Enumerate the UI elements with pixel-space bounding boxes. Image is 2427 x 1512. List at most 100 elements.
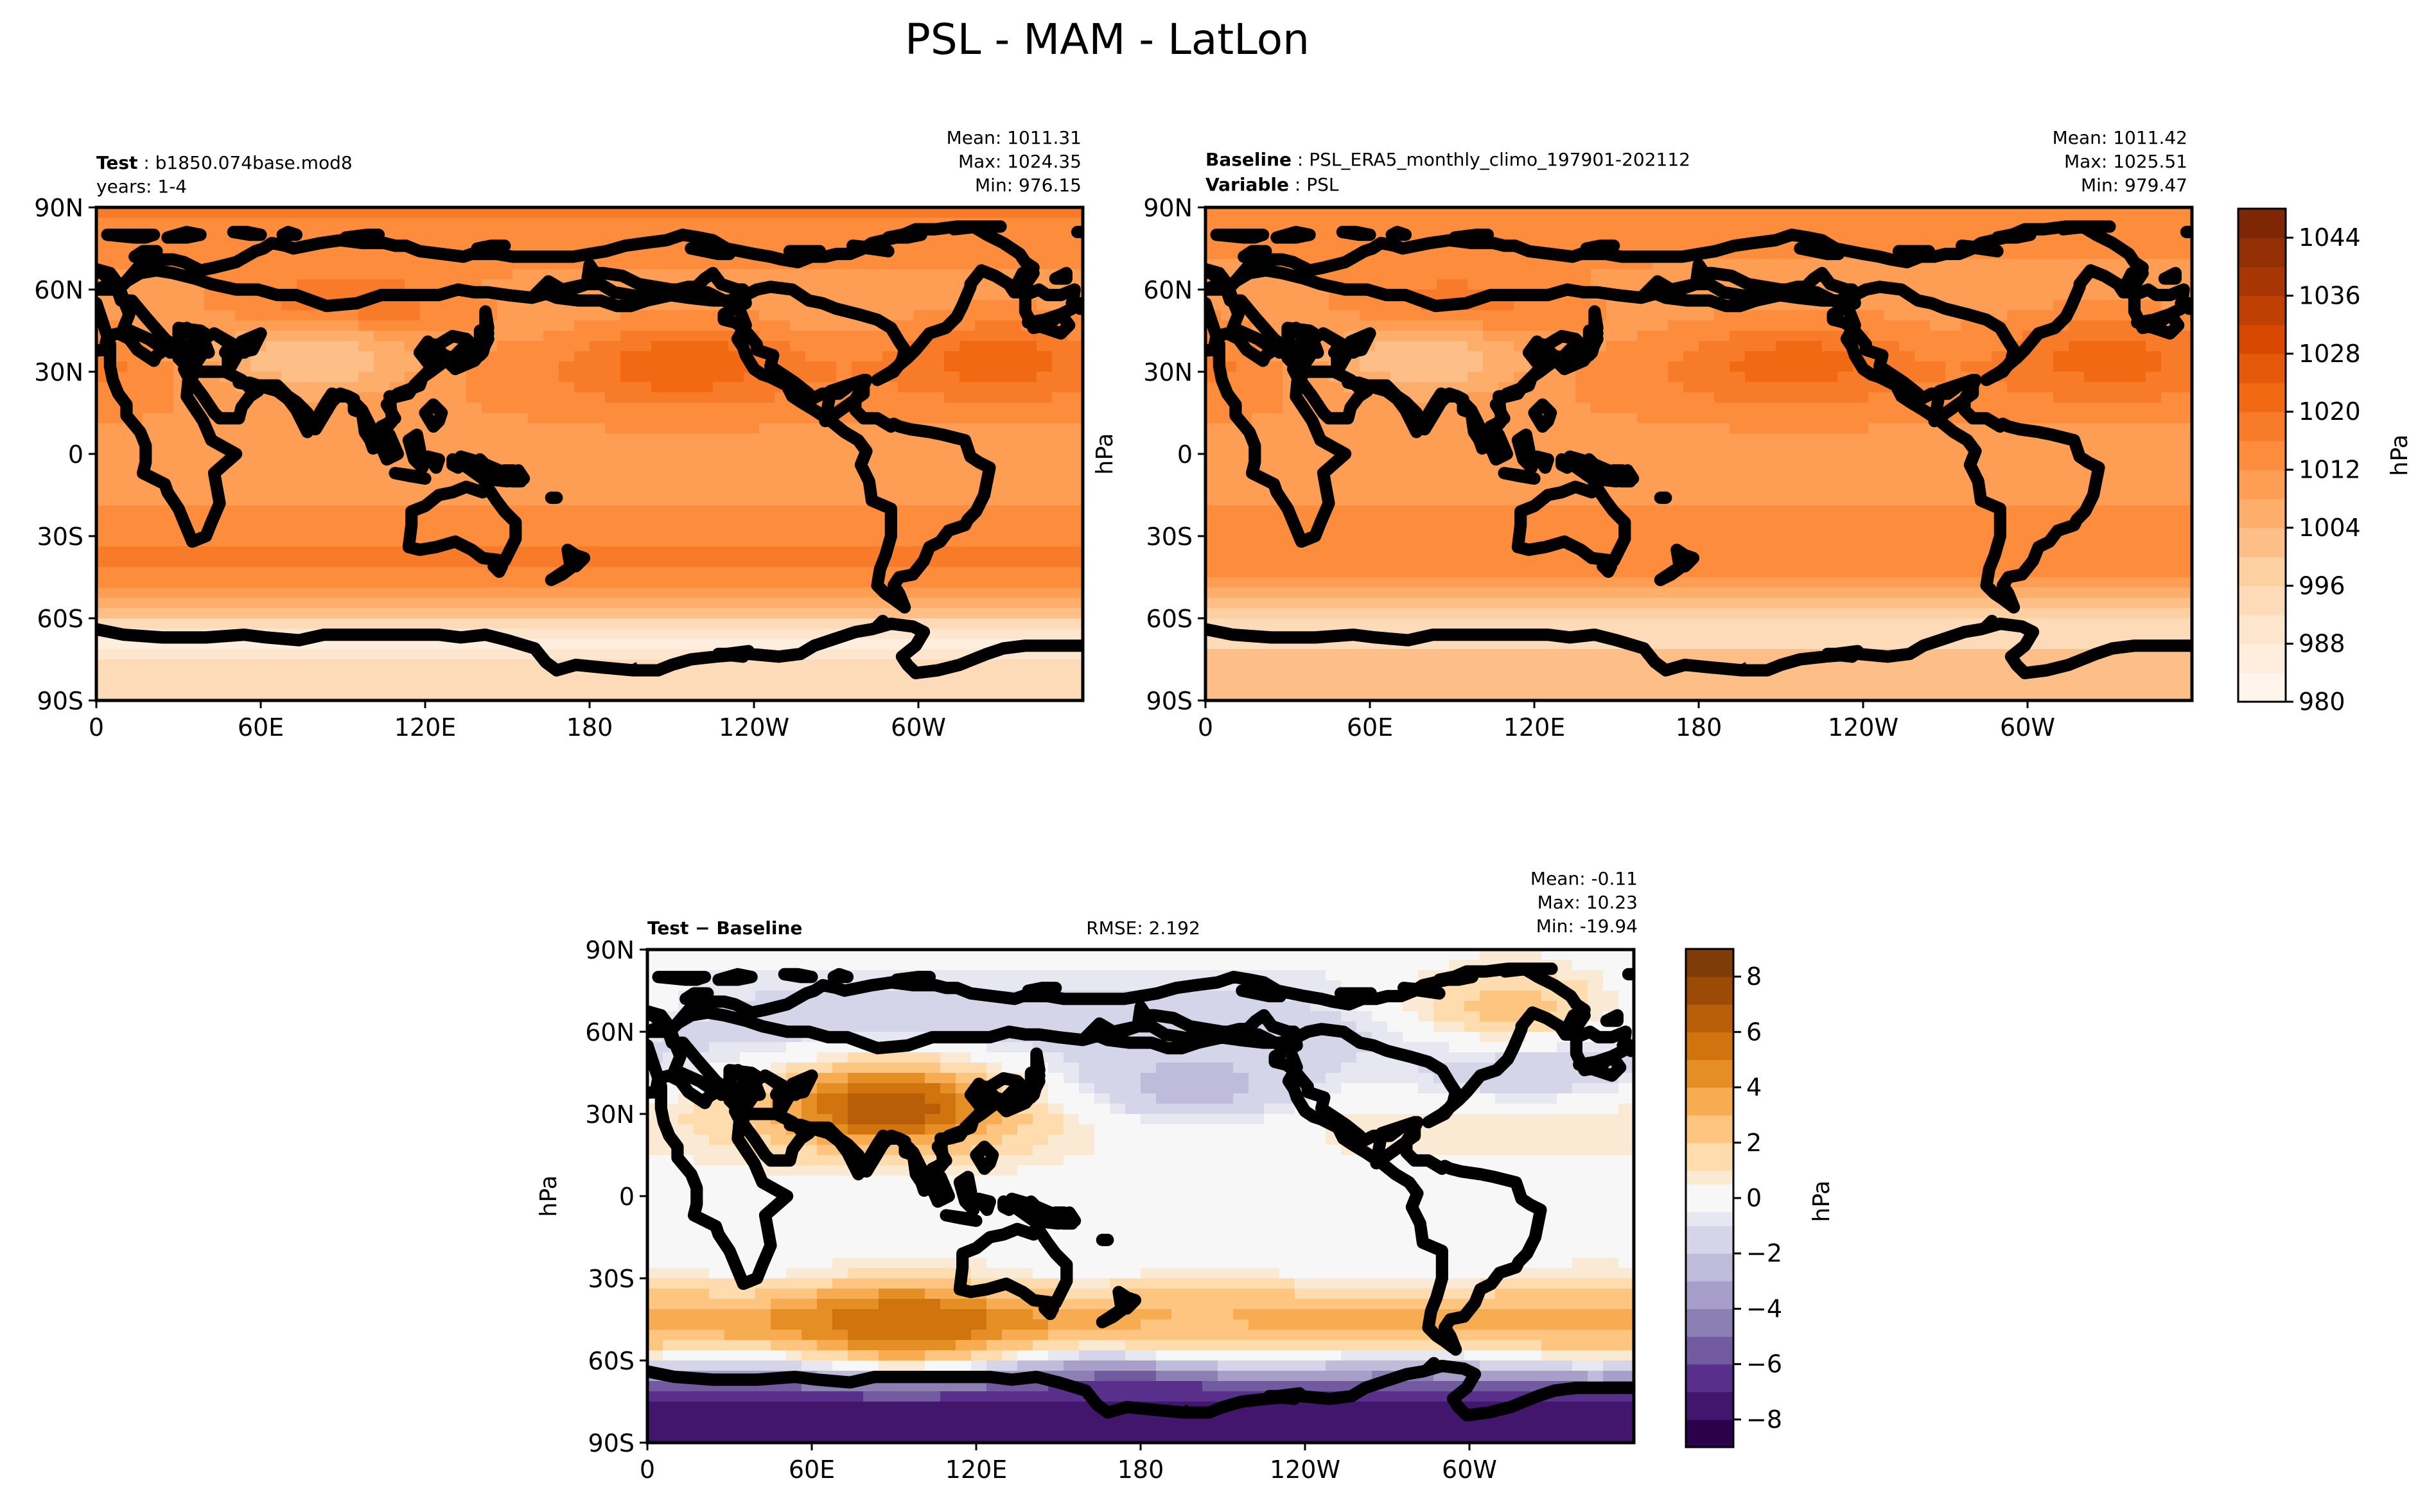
heatmap-cell bbox=[1868, 382, 1884, 393]
heatmap-cell bbox=[1037, 546, 1053, 557]
heatmap-cell bbox=[158, 557, 174, 568]
heatmap-cell bbox=[2053, 392, 2069, 403]
heatmap-cell bbox=[1930, 228, 1946, 239]
heatmap-cell bbox=[482, 670, 498, 681]
heatmap-cell bbox=[235, 670, 251, 681]
heatmap-cell bbox=[2007, 382, 2023, 393]
heatmap-cell bbox=[651, 320, 667, 331]
heatmap-cell bbox=[374, 331, 390, 342]
heatmap-cell bbox=[990, 557, 1006, 568]
heatmap-cell bbox=[281, 598, 297, 609]
heatmap-cell bbox=[1930, 372, 1946, 383]
heatmap-cell bbox=[1221, 485, 1237, 496]
heatmap-cell bbox=[759, 207, 775, 218]
heatmap-cell bbox=[852, 279, 868, 290]
heatmap-cell bbox=[127, 557, 143, 568]
heatmap-cell bbox=[297, 464, 313, 475]
heatmap-cell bbox=[96, 454, 112, 465]
heatmap-cell bbox=[1837, 464, 1853, 475]
heatmap-cell bbox=[2161, 495, 2177, 506]
heatmap-cell bbox=[389, 331, 405, 342]
heatmap-cell bbox=[2161, 454, 2177, 465]
heatmap-cell bbox=[636, 536, 652, 547]
heatmap-cell bbox=[405, 485, 421, 496]
heatmap-cell bbox=[497, 392, 513, 403]
heatmap-cell bbox=[605, 536, 621, 547]
heatmap-cell bbox=[1853, 423, 1869, 434]
heatmap-cell bbox=[235, 310, 251, 321]
heatmap-cell bbox=[1745, 269, 1761, 280]
heatmap-cell bbox=[2177, 433, 2192, 444]
heatmap-cell bbox=[590, 577, 606, 588]
y-tick-label: 60N bbox=[34, 276, 83, 304]
heatmap-cell bbox=[1006, 454, 1022, 465]
heatmap-cell bbox=[1992, 485, 2008, 496]
heatmap-cell bbox=[2161, 341, 2177, 352]
heatmap-cell bbox=[2053, 372, 2069, 383]
heatmap-cell bbox=[343, 351, 359, 362]
heatmap-cell bbox=[1021, 485, 1037, 496]
heatmap-cell bbox=[543, 536, 559, 547]
heatmap-cell bbox=[1267, 505, 1283, 516]
heatmap-cell bbox=[2022, 392, 2038, 403]
heatmap-cell bbox=[559, 629, 575, 639]
heatmap-cell bbox=[543, 238, 559, 249]
heatmap-cell bbox=[1837, 495, 1853, 506]
heatmap-cell bbox=[1776, 454, 1792, 465]
heatmap-cell bbox=[358, 598, 374, 609]
heatmap-cell bbox=[497, 207, 513, 218]
heatmap-cell bbox=[250, 433, 267, 444]
heatmap-cell bbox=[913, 361, 929, 372]
heatmap-cell bbox=[882, 300, 898, 311]
heatmap-cell bbox=[990, 320, 1006, 331]
heatmap-cell bbox=[2053, 403, 2069, 413]
heatmap-cell bbox=[1822, 403, 1838, 413]
heatmap-cell bbox=[328, 207, 344, 218]
heatmap-cell bbox=[2038, 269, 2054, 280]
heatmap-cell bbox=[1652, 382, 1669, 393]
heatmap-cell bbox=[1006, 320, 1022, 331]
heatmap-cell bbox=[1760, 392, 1776, 403]
heatmap-cell bbox=[682, 577, 698, 588]
heatmap-cell bbox=[2084, 341, 2100, 352]
heatmap-cell bbox=[266, 218, 282, 229]
heatmap-cell bbox=[2053, 259, 2069, 270]
heatmap-cell bbox=[667, 341, 683, 352]
heatmap-cell bbox=[112, 207, 128, 218]
heatmap-cell bbox=[1637, 372, 1653, 383]
heatmap-cell bbox=[559, 444, 575, 455]
heatmap-cell bbox=[297, 526, 313, 537]
heatmap-cell bbox=[1776, 351, 1792, 362]
heatmap-cell bbox=[220, 659, 236, 670]
heatmap-cell bbox=[1930, 279, 1946, 290]
heatmap-cell bbox=[1283, 300, 1299, 311]
heatmap-cell bbox=[636, 567, 652, 578]
heatmap-cell bbox=[173, 290, 189, 300]
heatmap-cell bbox=[497, 485, 513, 496]
heatmap-cell bbox=[358, 546, 374, 557]
heatmap-cell bbox=[651, 526, 667, 537]
heatmap-cell bbox=[1668, 474, 1684, 485]
heatmap-cell bbox=[2115, 464, 2131, 475]
heatmap-cell bbox=[944, 587, 960, 598]
heatmap-cell bbox=[1837, 218, 1853, 229]
heatmap-cell bbox=[1853, 392, 1869, 403]
heatmap-cell bbox=[513, 320, 529, 331]
heatmap-cell bbox=[898, 433, 914, 444]
heatmap-cell bbox=[605, 649, 621, 660]
heatmap-cell bbox=[405, 310, 421, 321]
heatmap-cell bbox=[358, 464, 374, 475]
heatmap-cell bbox=[1298, 207, 1314, 218]
heatmap-cell bbox=[1221, 259, 1237, 270]
heatmap-cell bbox=[1884, 495, 1900, 506]
heatmap-cell bbox=[2007, 372, 2023, 383]
heatmap-cell bbox=[667, 618, 683, 629]
heatmap-cell bbox=[1606, 279, 1622, 290]
heatmap-cell bbox=[420, 269, 436, 280]
heatmap-cell bbox=[235, 495, 251, 506]
heatmap-cell bbox=[2146, 269, 2162, 280]
heatmap-cell bbox=[682, 526, 698, 537]
heatmap-cell bbox=[1945, 495, 1961, 506]
heatmap-cell bbox=[1606, 433, 1622, 444]
heatmap-cell bbox=[127, 382, 143, 393]
